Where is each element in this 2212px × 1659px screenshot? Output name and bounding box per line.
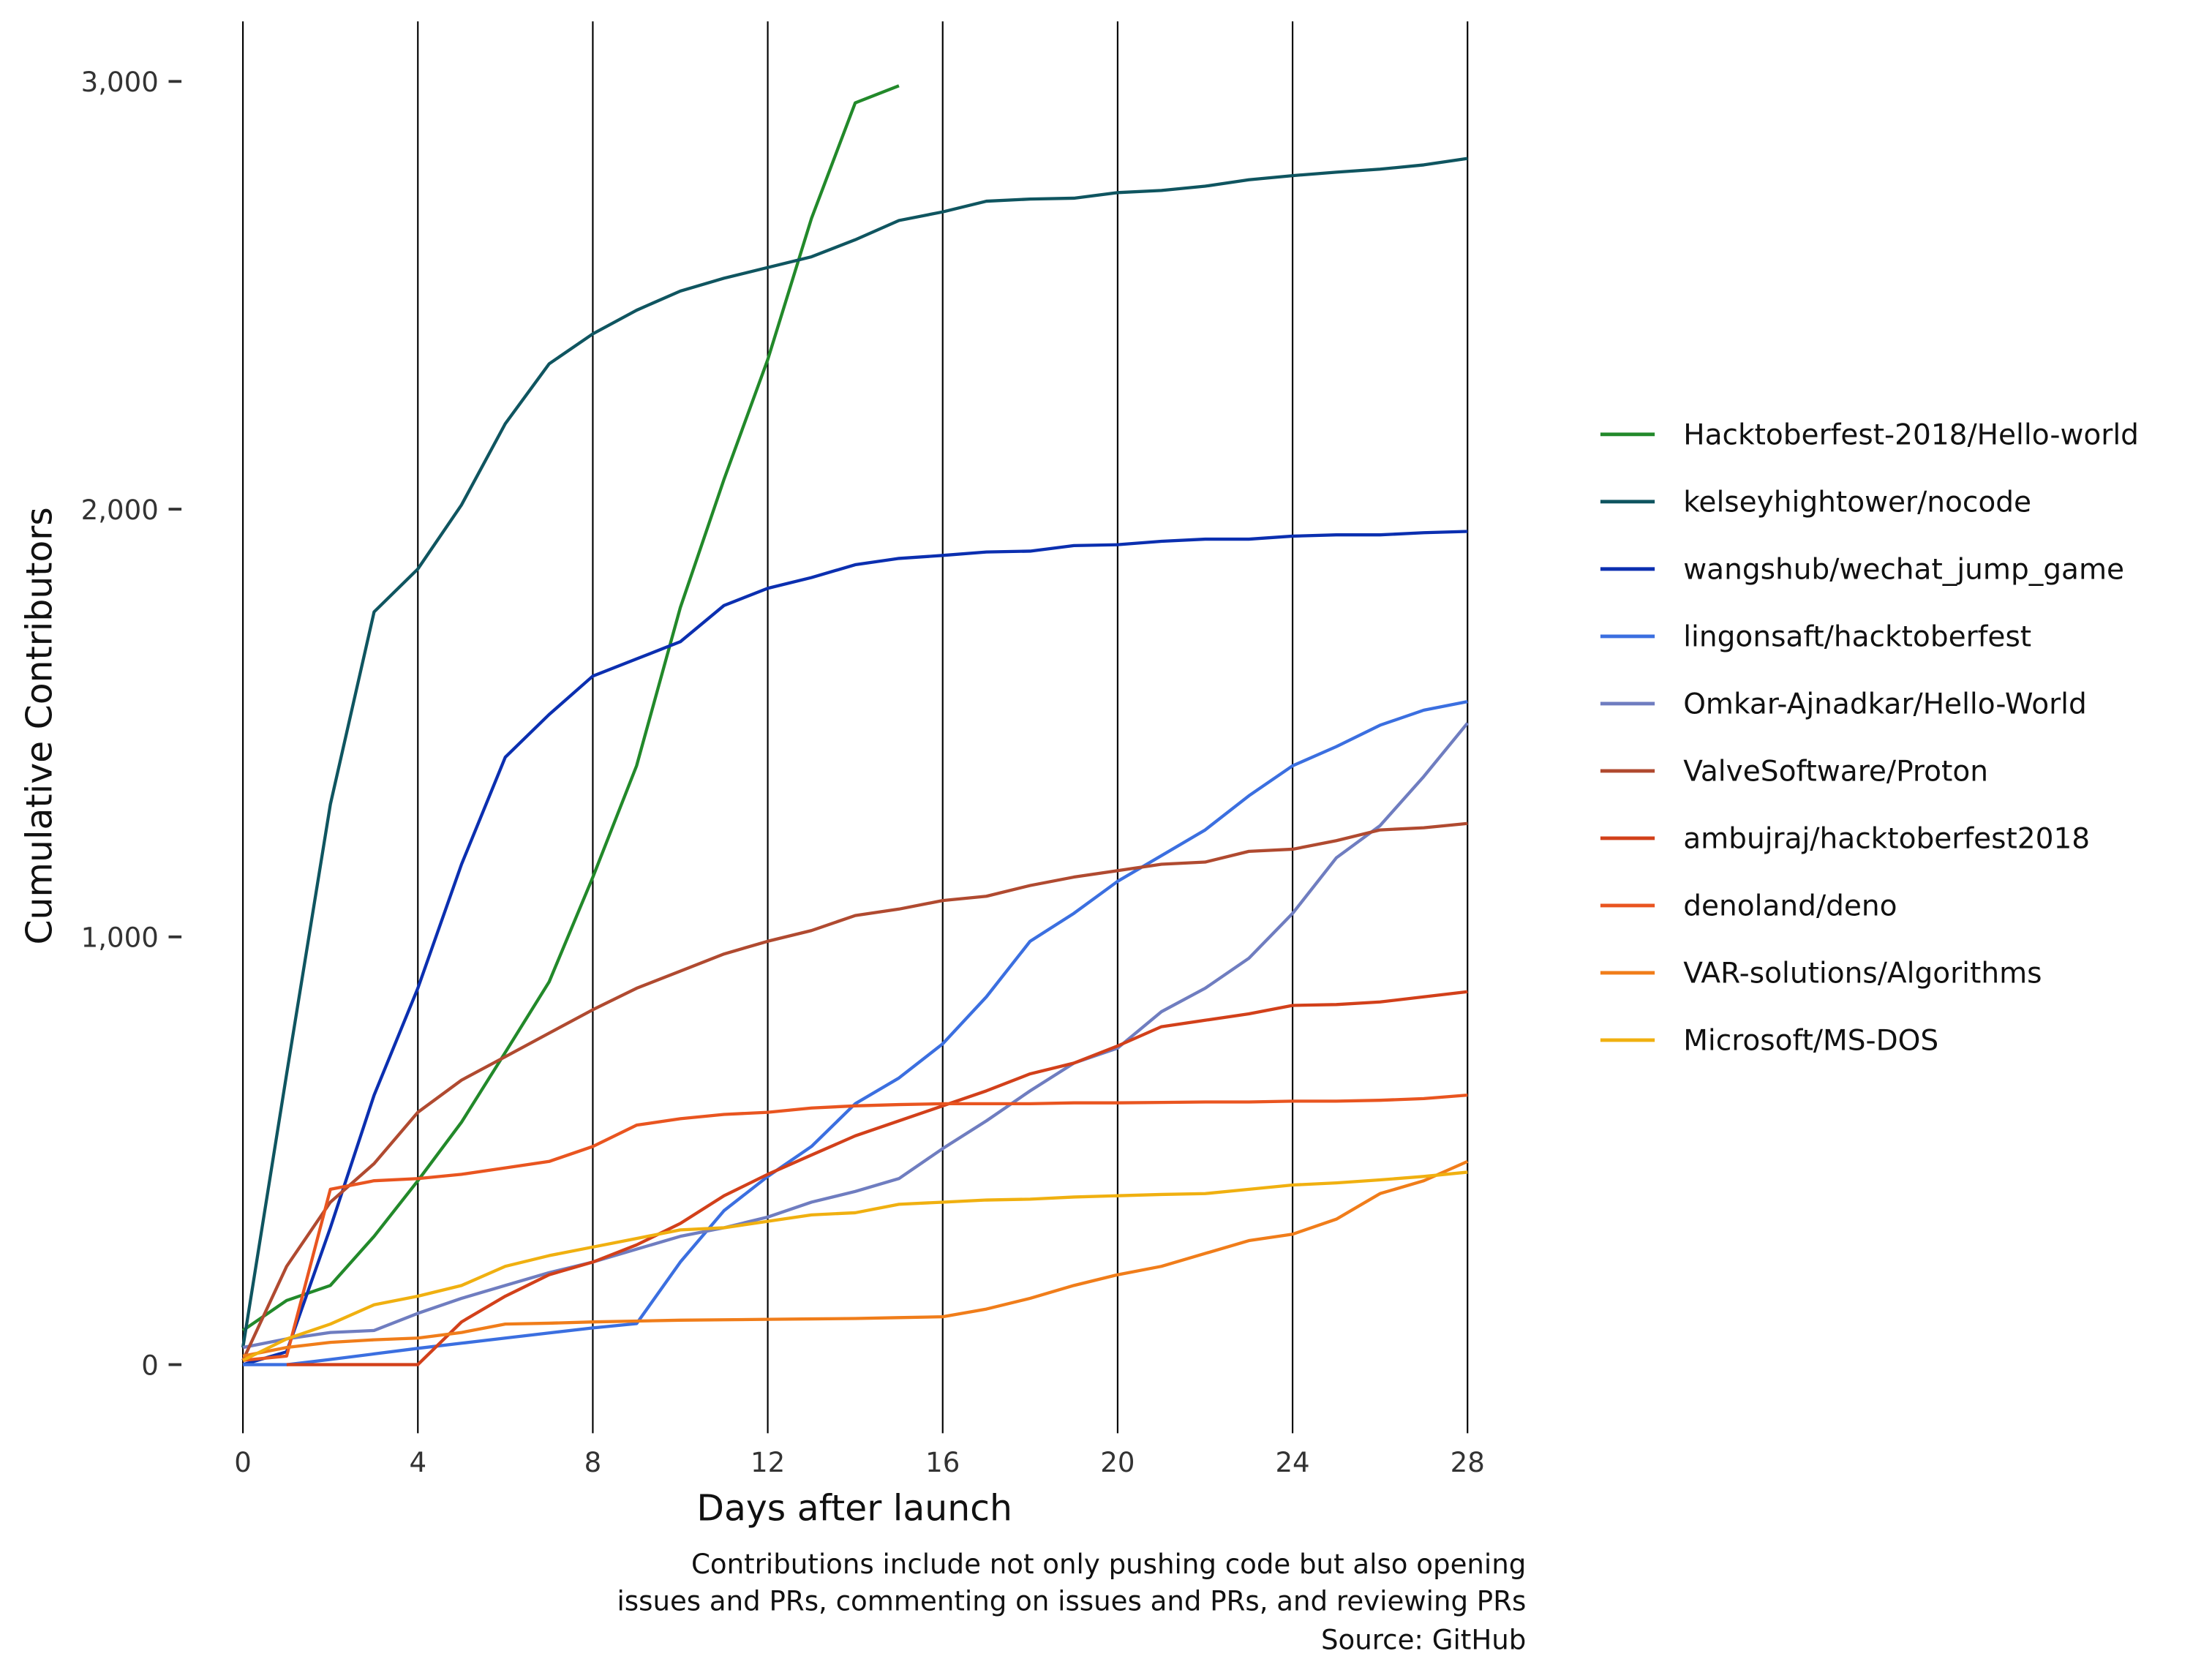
series-line-wangshub-wechat-jump-game [242, 530, 1468, 1366]
legend-label: Omkar-Ajnadkar/Hello-World [1683, 688, 2087, 721]
y-tick-label: 2,000 [81, 494, 159, 526]
legend: Hacktoberfest-2018/Hello-world kelseyhigh… [1600, 419, 2139, 1058]
series-line-hacktoberfest-2018-hello-world [241, 84, 900, 1332]
x-tick-label: 28 [1451, 1447, 1485, 1478]
x-axis: 0 4 8 12 16 20 24 28 [234, 1447, 1485, 1478]
series-line-ambujraj-hacktoberfest2018 [286, 990, 1468, 1366]
x-tick-label: 16 [925, 1447, 960, 1478]
x-tick-label: 8 [584, 1447, 602, 1478]
caption-source: Source: GitHub [1321, 1624, 1526, 1655]
series-line-microsoft-ms-dos [242, 1170, 1468, 1362]
caption-line-2: issues and PRs, commenting on issues and… [617, 1586, 1526, 1617]
series-line-kelseyhightower-nocode [241, 157, 1468, 1348]
series-line-var-solutions-algorithms [242, 1159, 1469, 1358]
x-tick-label: 24 [1275, 1447, 1309, 1478]
caption-line-1: Contributions include not only pushing c… [691, 1549, 1526, 1580]
y-tick-label: 1,000 [81, 922, 159, 954]
legend-label: ValveSoftware/Proton [1683, 756, 1988, 789]
legend-label: ambujraj/hacktoberfest2018 [1683, 823, 2090, 856]
legend-label: wangshub/wechat_jump_game [1683, 554, 2124, 587]
x-tick-label: 20 [1100, 1447, 1135, 1478]
caption: Contributions include not only pushing c… [617, 1549, 1526, 1656]
legend-label: Hacktoberfest-2018/Hello-world [1683, 419, 2139, 452]
x-tick-label: 12 [750, 1447, 785, 1478]
x-tick-label: 4 [409, 1447, 426, 1478]
y-tick-label: 0 [141, 1350, 159, 1381]
vertical-gridlines [242, 21, 1469, 1434]
series-lines [241, 84, 1469, 1366]
x-axis-title: Days after launch [696, 1488, 1012, 1530]
series-line-omkar-ajnadkar-hello-world [242, 722, 1469, 1350]
legend-label: Microsoft/MS-DOS [1683, 1025, 1938, 1058]
series-line-valvesoftware-proton [241, 821, 1468, 1361]
legend-label: kelseyhightower/nocode [1683, 486, 2031, 519]
legend-label: VAR-solutions/Algorithms [1683, 958, 2042, 990]
legend-label: lingonsaft/hacktoberfest [1683, 621, 2031, 654]
y-axis-title: Cumulative Contributors [18, 507, 60, 944]
legend-label: denoland/deno [1683, 890, 1897, 923]
x-tick-label: 0 [234, 1447, 252, 1478]
series-line-denoland-deno [242, 1094, 1468, 1362]
y-axis: 0 1,000 2,000 3,000 [81, 67, 182, 1381]
y-tick-label: 3,000 [81, 67, 159, 98]
series-line-lingonsaft-hacktoberfest [243, 700, 1468, 1366]
